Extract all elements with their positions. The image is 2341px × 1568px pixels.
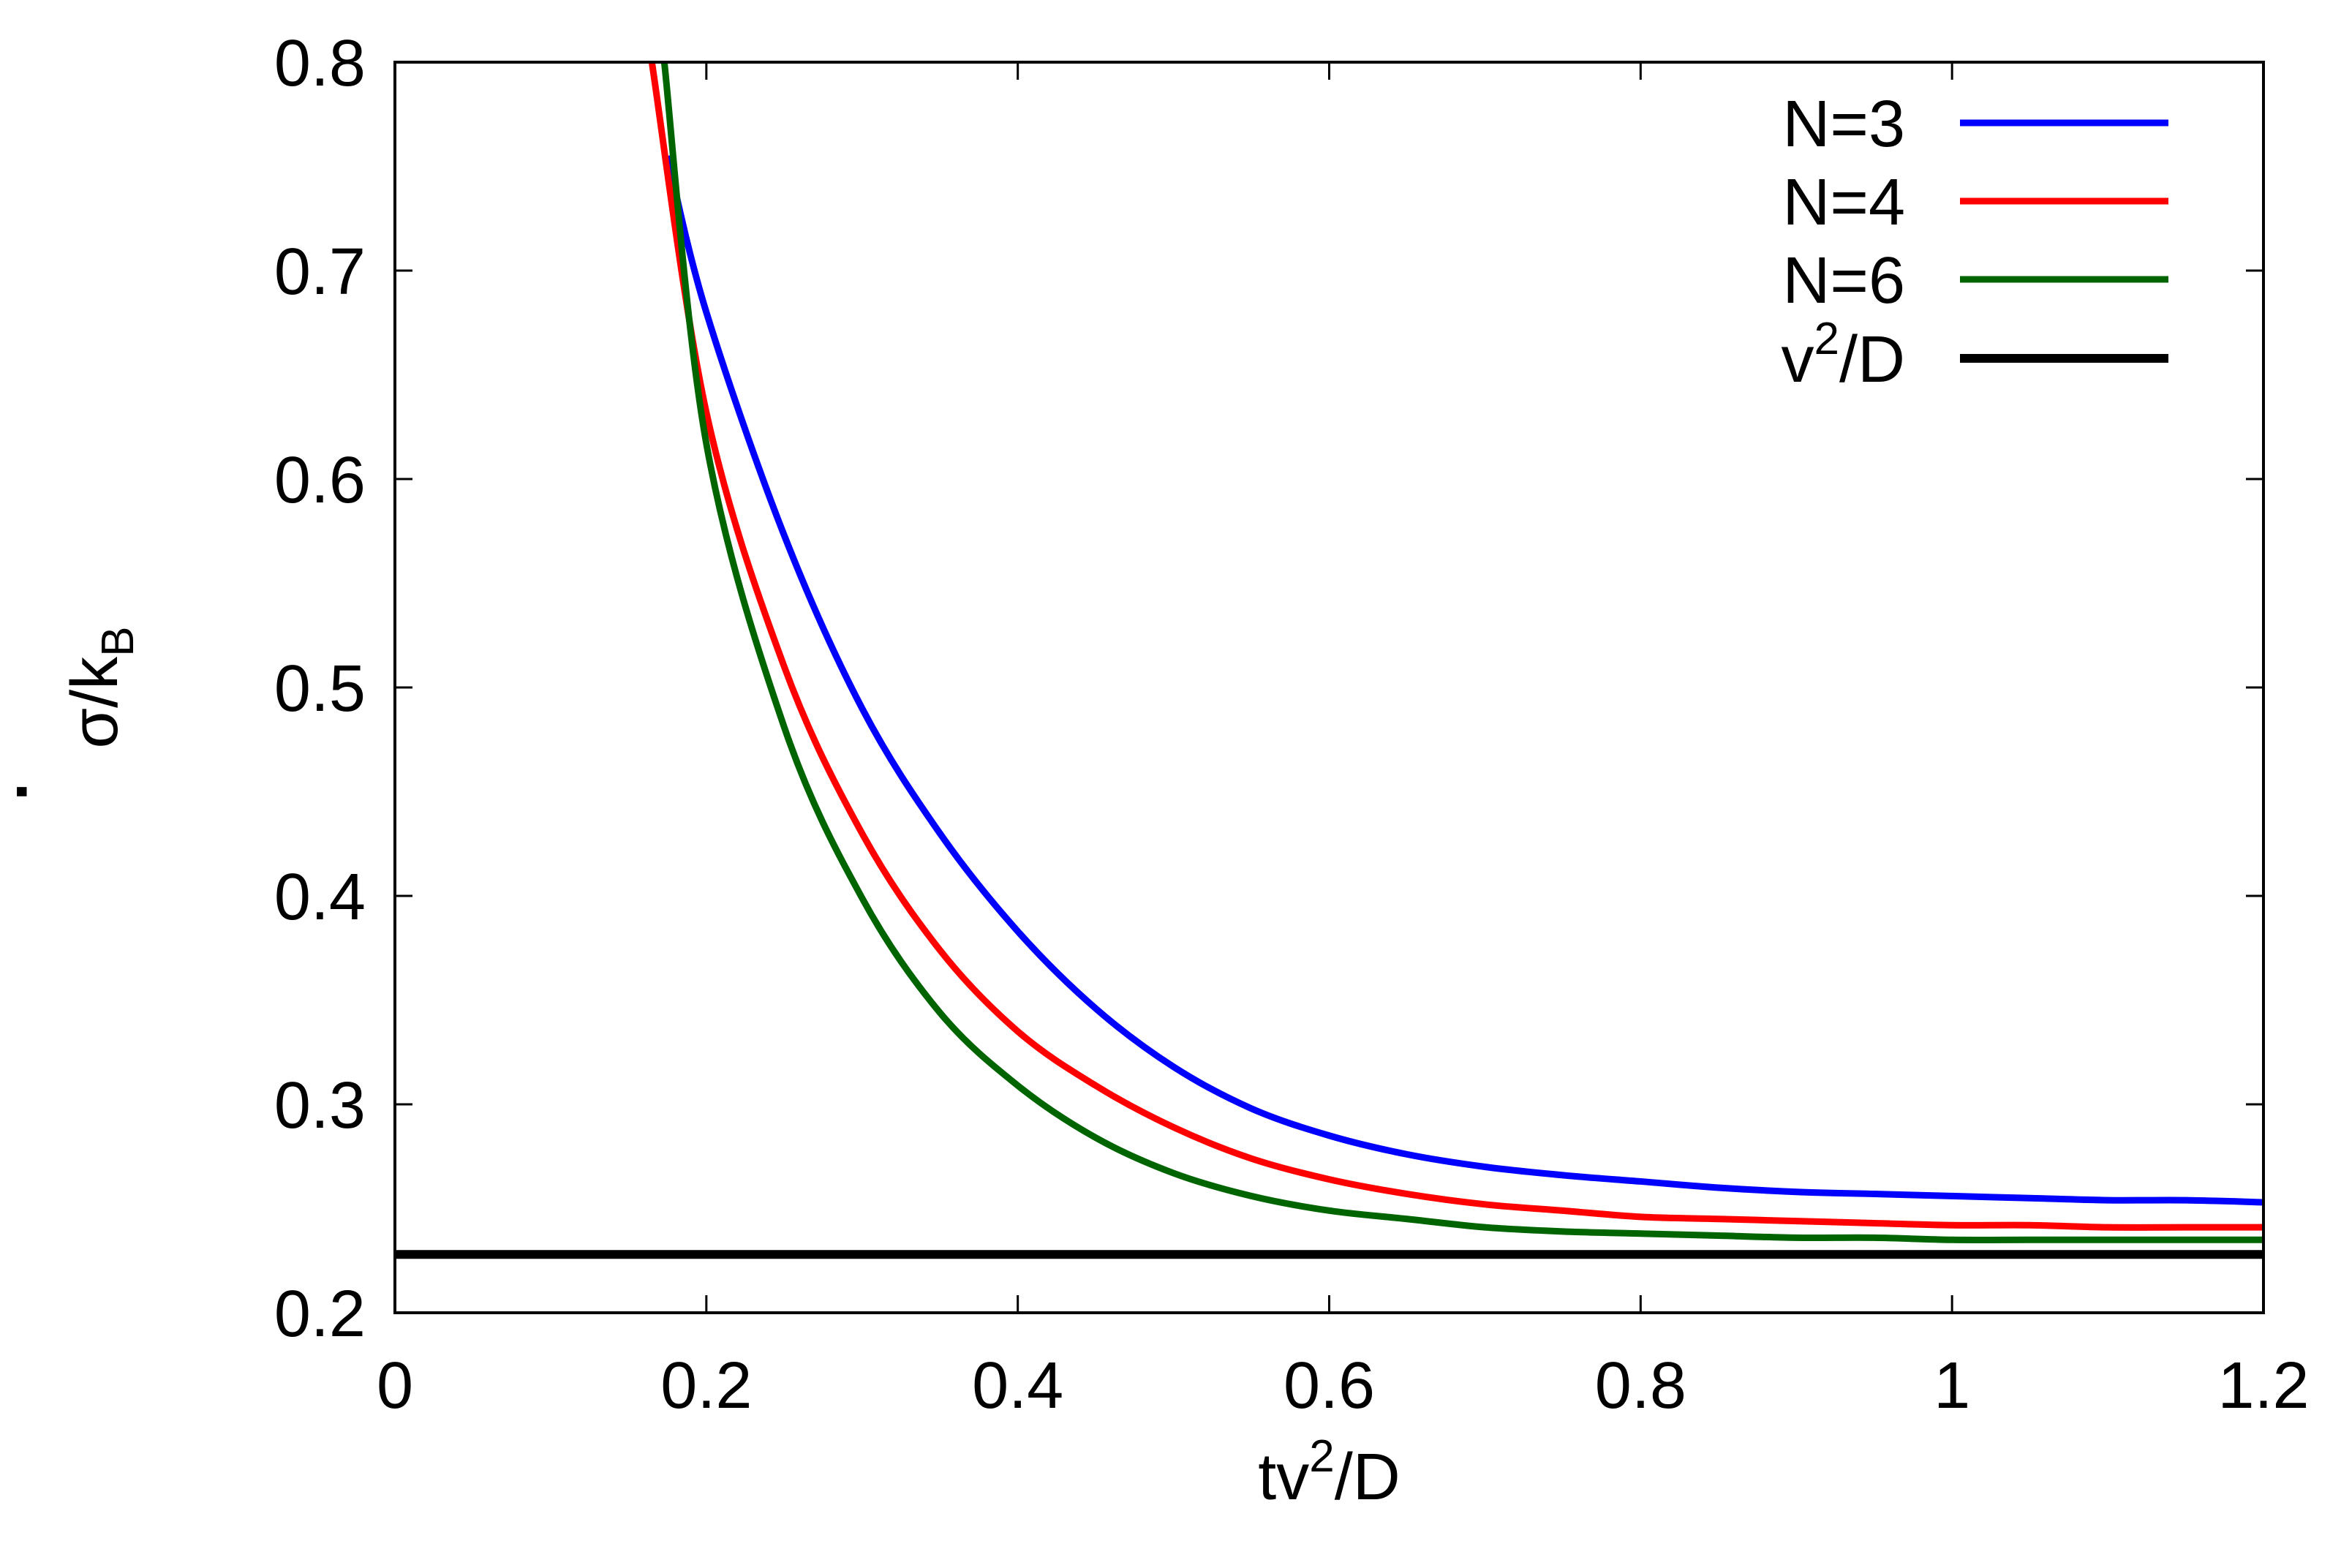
legend: N=3N=4N=6v2/D — [1782, 88, 2168, 396]
x-tick-label: 0.8 — [1595, 1349, 1686, 1422]
y-tick-label: 0.5 — [274, 652, 366, 725]
x-tick-label: 1 — [1934, 1349, 1970, 1422]
y-tick-label: 0.3 — [274, 1069, 366, 1142]
y-axis-label-base: σ/k — [59, 656, 132, 749]
legend-label-n-6: N=6 — [1782, 244, 1905, 317]
series-line-n-3 — [664, 155, 2263, 1206]
legend-label-n-4: N=4 — [1782, 166, 1905, 239]
x-axis-label-base: tv — [1258, 1441, 1309, 1514]
x-tick-label: 0.2 — [660, 1349, 752, 1422]
svg-text:σ/kB: σ/kB — [59, 627, 143, 749]
x-axis-label-superscript: 2 — [1309, 1431, 1334, 1482]
y-tick-label: 0.7 — [274, 235, 366, 309]
svg-text:tv2/D: tv2/D — [1258, 1431, 1401, 1514]
series-line-n-6 — [660, 62, 2263, 1243]
x-tick-label: 1.2 — [2217, 1349, 2309, 1422]
y-axis-label: σ/kB · — [0, 627, 143, 801]
y-axis-label-dot: · — [0, 779, 59, 801]
x-axis-label: tv2/D — [1258, 1431, 1401, 1514]
series-layer — [395, 62, 2263, 1259]
y-tick-label: 0.8 — [274, 27, 366, 100]
ticks-layer: 0 0.2 0.4 0.6 0.8 1 1.20.20.30.40.50.60.70.8 — [274, 27, 2310, 1422]
series-line-n-4 — [648, 62, 2263, 1231]
legend-label-v2-d: v2/D — [1782, 314, 1905, 396]
y-tick-label: 0.6 — [274, 444, 366, 517]
x-tick-label: 0.4 — [972, 1349, 1063, 1422]
x-tick-label: 0 — [377, 1349, 413, 1422]
y-tick-label: 0.2 — [274, 1278, 366, 1351]
x-axis-label-rest: /D — [1335, 1441, 1401, 1514]
y-axis-label-subscript: B — [93, 627, 143, 657]
legend-label-n-3: N=3 — [1782, 88, 1905, 161]
y-tick-label: 0.4 — [274, 861, 366, 934]
x-tick-label: 0.6 — [1283, 1349, 1375, 1422]
